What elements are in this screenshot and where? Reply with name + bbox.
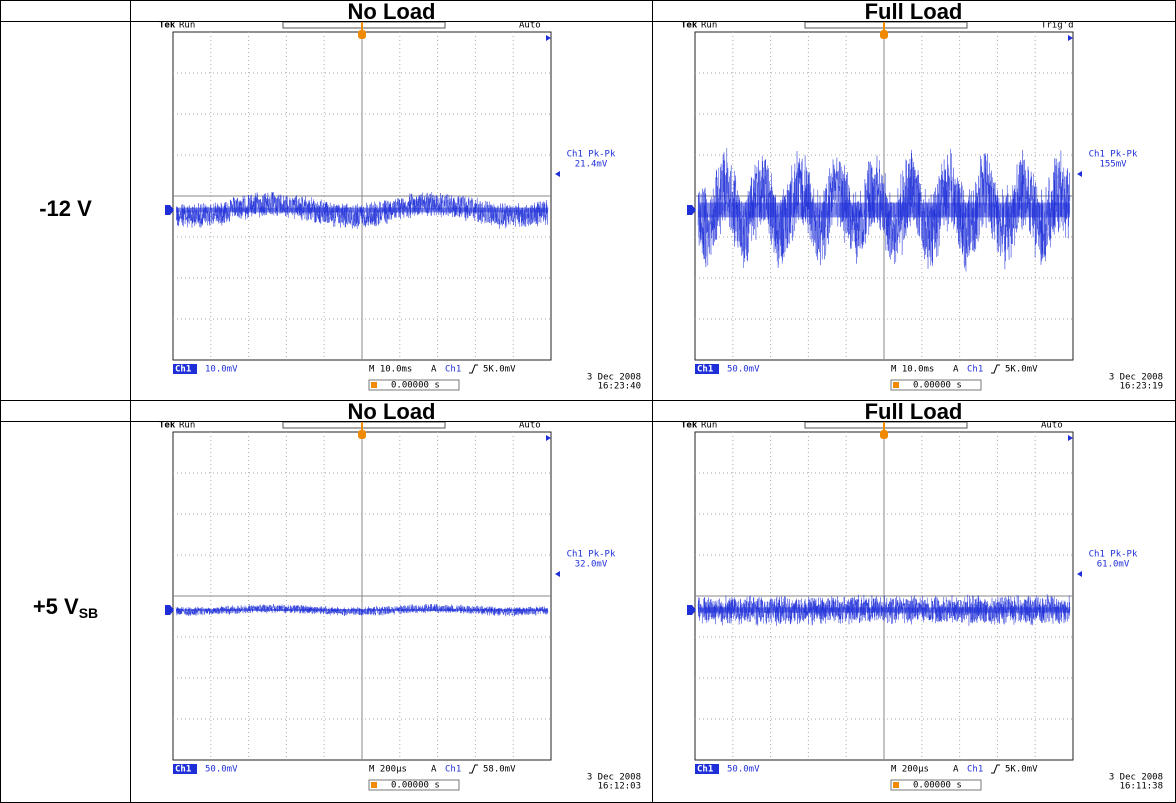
record-bar bbox=[283, 22, 445, 28]
oscilloscope: TekRun Auto Ch1 Pk-Pk32.0mV Ch1 50.0mV M 200µ… bbox=[131, 422, 651, 802]
channel-scale: 50.0mV bbox=[727, 365, 760, 375]
row-label: -12 V bbox=[1, 196, 130, 222]
trigger-level: 58.0mV bbox=[483, 765, 516, 775]
scope-brand: Tek bbox=[681, 422, 698, 431]
timebase: M 10.0ms bbox=[369, 365, 412, 375]
border bbox=[0, 0, 1, 803]
measure-arrow bbox=[1077, 171, 1082, 177]
offset: 0.00000 s bbox=[391, 781, 440, 791]
column-header: No Load bbox=[131, 401, 652, 421]
trigger-slope bbox=[991, 365, 1000, 373]
channel-name: Ch1 bbox=[697, 765, 713, 775]
trigger-channel: Ch1 bbox=[445, 365, 461, 375]
column-header: Full Load bbox=[653, 1, 1174, 21]
offset-icon bbox=[893, 782, 899, 788]
channel-scale: 50.0mV bbox=[727, 765, 760, 775]
offset-icon bbox=[371, 382, 377, 388]
measure-label: Ch1 Pk-Pk bbox=[567, 550, 616, 560]
trigger-marker bbox=[358, 430, 366, 439]
channel-scale: 50.0mV bbox=[205, 765, 238, 775]
trigger-marker bbox=[880, 430, 888, 439]
row-label: +5 VSB bbox=[1, 594, 130, 621]
record-bar bbox=[283, 422, 445, 428]
trigger-slope bbox=[469, 765, 478, 773]
scope-brand: Tek bbox=[159, 422, 176, 431]
trigger-channel: Ch1 bbox=[967, 365, 983, 375]
offset: 0.00000 s bbox=[913, 381, 962, 391]
scope-status: Run bbox=[701, 22, 717, 31]
measure-arrow bbox=[555, 171, 560, 177]
trigger-source: A bbox=[953, 365, 959, 375]
scope-brand: Tek bbox=[159, 22, 176, 31]
scope-mode: Auto bbox=[519, 22, 541, 31]
trigger-level: 5K.0mV bbox=[483, 365, 516, 375]
scope-status: Run bbox=[701, 422, 717, 431]
trigger-channel: Ch1 bbox=[445, 765, 461, 775]
timebase: M 200µs bbox=[891, 765, 929, 775]
scope-mode: Auto bbox=[519, 422, 541, 431]
time: 16:11:38 bbox=[1120, 782, 1163, 792]
channel-name: Ch1 bbox=[175, 365, 191, 375]
trigger-level: 5K.0mV bbox=[1005, 365, 1038, 375]
trigger-source: A bbox=[431, 365, 437, 375]
measure-label: Ch1 Pk-Pk bbox=[567, 150, 616, 160]
record-bar bbox=[805, 422, 967, 428]
measure-value: 155mV bbox=[1099, 160, 1127, 170]
measure-arrow bbox=[1077, 571, 1082, 577]
trigger-channel: Ch1 bbox=[967, 765, 983, 775]
scope-status: Run bbox=[179, 422, 195, 431]
trigger-level: 5K.0mV bbox=[1005, 765, 1038, 775]
measure-label: Ch1 Pk-Pk bbox=[1089, 550, 1138, 560]
scope-brand: Tek bbox=[681, 22, 698, 31]
column-header: No Load bbox=[131, 1, 652, 21]
offset: 0.00000 s bbox=[913, 781, 962, 791]
channel-name: Ch1 bbox=[175, 765, 191, 775]
timebase: M 200µs bbox=[369, 765, 407, 775]
trigger-source: A bbox=[953, 765, 959, 775]
label-text: -12 V bbox=[39, 196, 92, 221]
column-header: Full Load bbox=[653, 401, 1174, 421]
offset-icon bbox=[371, 782, 377, 788]
trigger-slope bbox=[469, 365, 478, 373]
scope-mode: Trig'd bbox=[1041, 22, 1074, 31]
label-text: +5 V bbox=[33, 594, 79, 619]
measure-value: 32.0mV bbox=[575, 560, 608, 570]
offset: 0.00000 s bbox=[391, 381, 440, 391]
trigger-slope bbox=[991, 765, 1000, 773]
time: 16:12:03 bbox=[598, 782, 641, 792]
measure-arrow bbox=[555, 571, 560, 577]
trigger-marker bbox=[358, 30, 366, 39]
measure-label: Ch1 Pk-Pk bbox=[1089, 150, 1138, 160]
trigger-marker bbox=[880, 30, 888, 39]
timebase: M 10.0ms bbox=[891, 365, 934, 375]
channel-scale: 10.0mV bbox=[205, 365, 238, 375]
time: 16:23:19 bbox=[1120, 382, 1163, 392]
measure-value: 21.4mV bbox=[575, 160, 608, 170]
label-subscript: SB bbox=[79, 605, 98, 621]
offset-icon bbox=[893, 382, 899, 388]
record-bar bbox=[805, 22, 967, 28]
measure-value: 61.0mV bbox=[1097, 560, 1130, 570]
scope-mode: Auto bbox=[1041, 422, 1063, 431]
channel-name: Ch1 bbox=[697, 365, 713, 375]
scope-status: Run bbox=[179, 22, 195, 31]
trigger-source: A bbox=[431, 765, 437, 775]
time: 16:23:40 bbox=[598, 382, 641, 392]
table: No Load Full Load No Load Full Load -12 … bbox=[0, 0, 1176, 803]
